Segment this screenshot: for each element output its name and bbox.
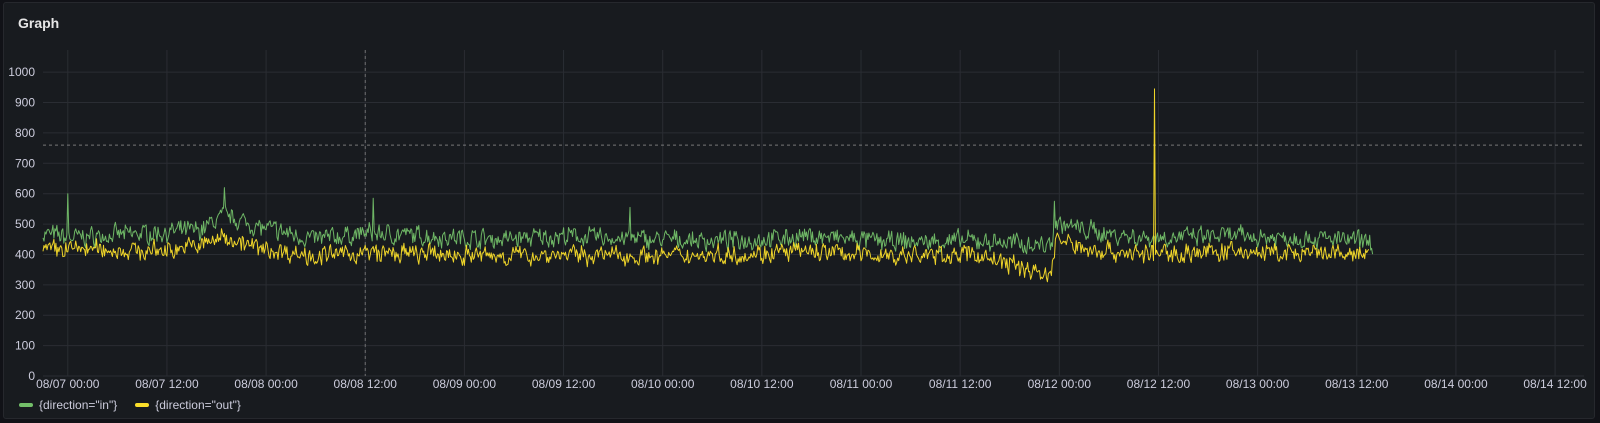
y-tick-label: 500 [15,217,35,231]
x-tick-label: 08/14 12:00 [1523,377,1587,391]
x-tick-label: 08/08 12:00 [334,377,398,391]
y-tick-label: 600 [15,187,35,201]
x-tick-label: 08/11 00:00 [830,377,893,391]
y-tick-label: 800 [15,126,35,140]
x-tick-label: 08/13 00:00 [1226,377,1290,391]
graph-panel: Graph [3,2,1595,419]
x-tick-label: 08/10 00:00 [631,377,695,391]
legend: {direction="in"} {direction="out"} [19,398,241,412]
legend-item-out[interactable]: {direction="out"} [135,398,241,412]
x-tick-label: 08/08 00:00 [234,377,298,391]
y-tick-label: 300 [15,278,35,292]
x-tick-label: 08/07 12:00 [135,377,199,391]
y-tick-label: 100 [15,339,35,353]
x-tick-label: 08/09 00:00 [433,377,497,391]
y-tick-label: 0 [28,369,35,383]
y-tick-label: 700 [15,156,35,170]
legend-item-in[interactable]: {direction="in"} [19,398,117,412]
x-tick-label: 08/10 12:00 [730,377,794,391]
legend-label-out: {direction="out"} [155,398,241,412]
x-tick-label: 08/12 12:00 [1127,377,1191,391]
legend-label-in: {direction="in"} [39,398,118,412]
x-tick-label: 08/14 00:00 [1424,377,1488,391]
x-tick-label: 08/13 12:00 [1325,377,1389,391]
legend-swatch-out [135,403,150,407]
series-line-in [42,187,1374,255]
x-tick-label: 08/11 12:00 [929,377,992,391]
y-tick-label: 900 [15,96,35,110]
panel-title[interactable]: Graph [18,15,60,31]
y-tick-label: 1000 [8,65,35,79]
y-tick-label: 200 [15,308,35,322]
series-line-out [42,88,1370,283]
x-tick-label: 08/07 00:00 [36,377,100,391]
x-tick-label: 08/12 00:00 [1028,377,1092,391]
legend-swatch-in [19,403,33,407]
x-tick-label: 08/09 12:00 [532,377,596,391]
y-tick-label: 400 [15,247,35,261]
